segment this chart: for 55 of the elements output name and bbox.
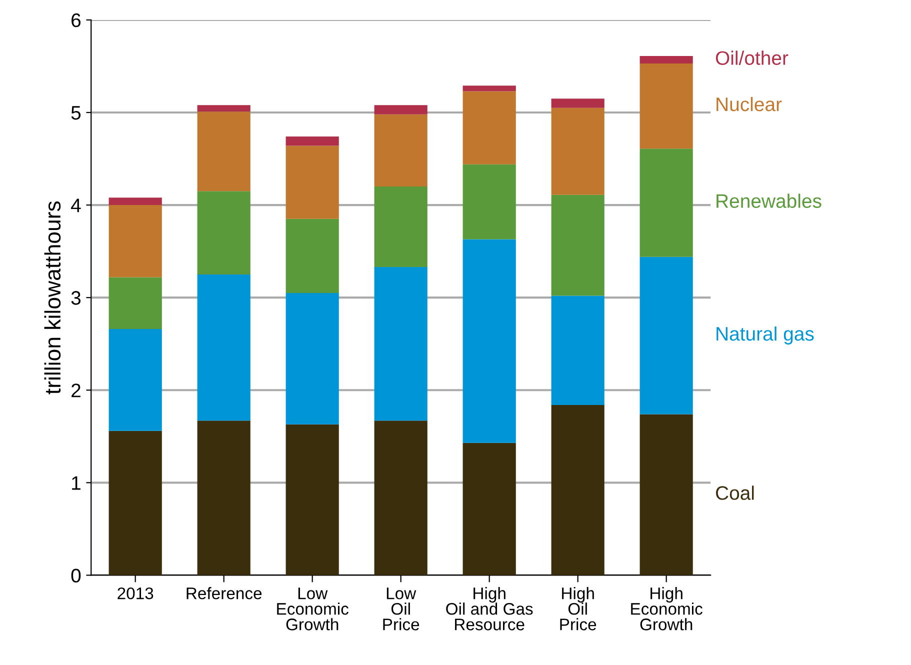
bar: [374, 114, 428, 187]
bar: [551, 108, 604, 195]
bar: [640, 148, 693, 257]
bar: [286, 146, 339, 219]
bar: [551, 404, 604, 576]
y-tick-label: 1: [72, 476, 80, 490]
y-axis-title: trillion kilowatthours: [44, 201, 61, 394]
series-label: Natural gas: [716, 326, 814, 345]
bar: [640, 56, 693, 64]
bar: [551, 296, 604, 405]
bar: [197, 105, 250, 112]
bar: [108, 205, 162, 278]
bar: [640, 256, 693, 414]
x-tick-label: Low Economic Growth: [277, 588, 348, 630]
bar: [108, 198, 162, 206]
bar: [374, 267, 428, 421]
x-tick-label: High Oil and Gas Resource: [446, 587, 533, 630]
bar: [462, 91, 516, 164]
series-label: Renewables: [716, 194, 822, 208]
series-label: Coal: [716, 486, 754, 500]
y-tick-label: 0: [71, 568, 81, 582]
y-tick-label: 5: [71, 106, 81, 120]
y-tick-label: 3: [71, 291, 81, 305]
bar: [462, 442, 516, 576]
bar: [462, 164, 516, 240]
bar: [551, 98, 604, 108]
bar: [286, 218, 339, 293]
bar: [286, 136, 339, 146]
bar: [640, 63, 693, 149]
bar: [197, 274, 250, 421]
bar: [462, 239, 516, 443]
bar: [108, 277, 162, 330]
bar: [640, 414, 693, 576]
bar: [374, 420, 428, 576]
bar: [108, 430, 162, 576]
bar: [462, 86, 516, 92]
bar: [374, 105, 428, 114]
bar: [197, 112, 250, 192]
bar: [286, 424, 339, 576]
x-tick-label: High Economic Growth: [631, 587, 702, 630]
x-tick-label: High Oil Price: [560, 587, 596, 630]
y-tick-label: 2: [72, 384, 80, 398]
series-label: Nuclear: [716, 96, 782, 112]
y-tick-label: 4: [71, 198, 81, 212]
bar: [286, 292, 339, 424]
y-tick-label: 6: [72, 13, 81, 28]
bar: [374, 186, 428, 268]
x-tick-label: Low Oil Price: [383, 588, 420, 630]
bar: [551, 194, 604, 296]
series-label: Oil/other: [716, 50, 788, 65]
bar: [197, 420, 250, 576]
x-tick-label: 2013: [118, 587, 154, 600]
bar: [108, 329, 162, 431]
bar: [197, 191, 250, 274]
x-tick-label: Reference: [186, 587, 262, 600]
